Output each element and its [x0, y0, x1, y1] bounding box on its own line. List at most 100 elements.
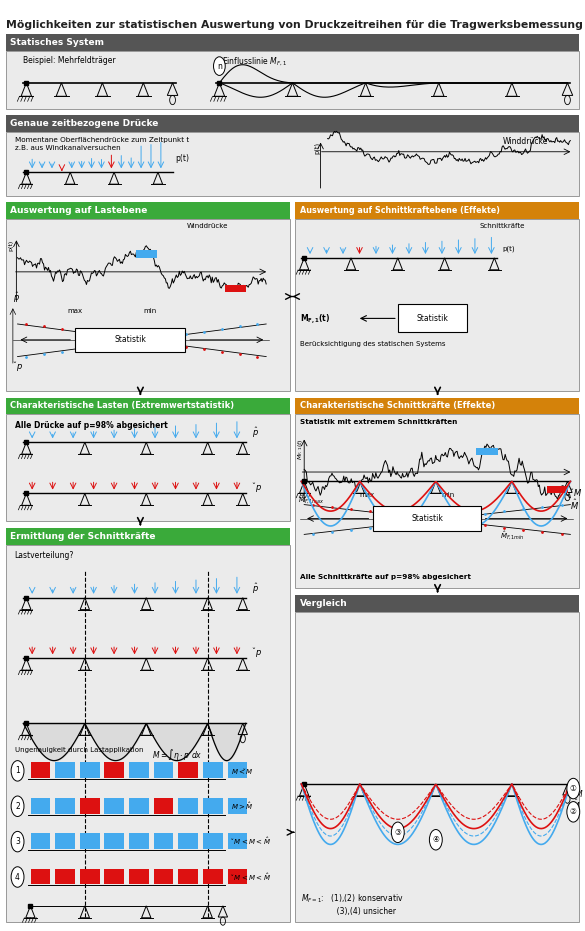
FancyBboxPatch shape	[55, 798, 75, 814]
FancyBboxPatch shape	[105, 762, 124, 778]
Text: Statistik mit extremem Schnittkräften: Statistik mit extremem Schnittkräften	[300, 419, 457, 425]
Text: $\check{M}$: $\check{M}$	[572, 788, 584, 799]
FancyBboxPatch shape	[75, 328, 185, 352]
FancyBboxPatch shape	[30, 798, 50, 814]
FancyBboxPatch shape	[30, 869, 50, 884]
FancyBboxPatch shape	[6, 528, 290, 545]
Text: Beispiel: Mehrfeldträger: Beispiel: Mehrfeldträger	[23, 56, 116, 65]
Text: ④: ④	[432, 835, 439, 844]
Text: Winddrücke: Winddrücke	[187, 223, 229, 229]
Text: $M=\int \eta\cdot p\ dx$: $M=\int \eta\cdot p\ dx$	[152, 747, 202, 762]
FancyBboxPatch shape	[129, 798, 149, 814]
Text: Einflusslinie $M_{F,1}$: Einflusslinie $M_{F,1}$	[222, 56, 287, 68]
Text: ③: ③	[394, 828, 401, 837]
FancyBboxPatch shape	[6, 398, 290, 414]
Text: $\hat{M}_{F\!,1max}$: $\hat{M}_{F\!,1max}$	[298, 493, 325, 506]
Text: $\hat{p}$: $\hat{p}$	[13, 290, 20, 305]
Text: Statistik: Statistik	[417, 314, 449, 323]
FancyBboxPatch shape	[6, 545, 290, 922]
FancyBboxPatch shape	[228, 762, 247, 778]
FancyBboxPatch shape	[295, 219, 579, 391]
FancyBboxPatch shape	[30, 762, 50, 778]
Text: Statistik: Statistik	[114, 335, 146, 344]
Text: Statistik: Statistik	[411, 514, 443, 523]
FancyBboxPatch shape	[295, 414, 579, 588]
Text: n: n	[217, 61, 222, 71]
Circle shape	[567, 778, 580, 799]
FancyBboxPatch shape	[80, 869, 99, 884]
Text: Statisches System: Statisches System	[10, 38, 104, 47]
FancyBboxPatch shape	[203, 833, 223, 849]
Text: min: min	[143, 308, 157, 314]
Text: Momentane Oberflächendrücke zum Zeitpunkt t
z.B. aus Windkanalversuchen: Momentane Oberflächendrücke zum Zeitpunk…	[15, 137, 189, 152]
FancyBboxPatch shape	[55, 833, 75, 849]
Circle shape	[391, 822, 404, 843]
FancyBboxPatch shape	[178, 762, 198, 778]
Text: $M_{F=1}$:   (1),(2) konservativ: $M_{F=1}$: (1),(2) konservativ	[301, 892, 404, 905]
FancyBboxPatch shape	[154, 869, 174, 884]
FancyBboxPatch shape	[476, 448, 497, 455]
Text: ①: ①	[570, 784, 577, 793]
FancyBboxPatch shape	[30, 833, 50, 849]
Text: $\check{p}$: $\check{p}$	[252, 479, 262, 494]
Text: Auswertung auf Lastebene: Auswertung auf Lastebene	[10, 206, 147, 215]
Text: $\hat{p}$: $\hat{p}$	[252, 581, 259, 596]
FancyBboxPatch shape	[178, 833, 198, 849]
Circle shape	[429, 830, 442, 850]
FancyBboxPatch shape	[6, 219, 290, 391]
FancyBboxPatch shape	[154, 798, 174, 814]
FancyBboxPatch shape	[228, 798, 247, 814]
FancyBboxPatch shape	[105, 869, 124, 884]
Text: $\mathbf{M_{F,1}(t)}$: $\mathbf{M_{F,1}(t)}$	[300, 312, 330, 326]
Text: p(t): p(t)	[9, 239, 14, 250]
FancyBboxPatch shape	[6, 414, 290, 521]
FancyBboxPatch shape	[295, 612, 579, 922]
FancyBboxPatch shape	[80, 798, 99, 814]
FancyBboxPatch shape	[228, 833, 247, 849]
FancyBboxPatch shape	[55, 869, 75, 884]
FancyBboxPatch shape	[398, 304, 467, 332]
Text: max: max	[67, 308, 82, 314]
Text: Auswertung auf Schnittkraftebene (Effekte): Auswertung auf Schnittkraftebene (Effekt…	[300, 206, 500, 215]
FancyBboxPatch shape	[105, 798, 124, 814]
Text: $\check{M}$: $\check{M}$	[570, 487, 583, 498]
Text: Berücksichtigung des statischen Systems: Berücksichtigung des statischen Systems	[300, 342, 445, 347]
Text: p(t): p(t)	[176, 154, 190, 163]
FancyBboxPatch shape	[154, 833, 174, 849]
FancyBboxPatch shape	[228, 869, 247, 884]
Text: $\check{M} < M < \hat{M}$: $\check{M} < M < \hat{M}$	[231, 836, 271, 847]
FancyBboxPatch shape	[295, 398, 579, 414]
Text: $\hat{M}_{F\!,1min}$: $\hat{M}_{F\!,1min}$	[500, 529, 525, 542]
FancyBboxPatch shape	[547, 486, 568, 493]
Text: 2: 2	[15, 802, 20, 811]
FancyBboxPatch shape	[129, 833, 149, 849]
FancyBboxPatch shape	[80, 833, 99, 849]
Circle shape	[214, 57, 225, 75]
FancyBboxPatch shape	[6, 202, 290, 219]
Text: Charakteristische Lasten (Extremwertstatistik): Charakteristische Lasten (Extremwertstat…	[10, 401, 234, 411]
Text: Schnittkräfte: Schnittkräfte	[480, 223, 525, 229]
Text: $\check{p}$: $\check{p}$	[252, 644, 262, 659]
Text: Alle Drücke auf p=98% abgesichert: Alle Drücke auf p=98% abgesichert	[15, 421, 167, 430]
Text: p(t): p(t)	[502, 246, 515, 251]
Text: Charakteristische Schnittkräfte (Effekte): Charakteristische Schnittkräfte (Effekte…	[300, 401, 495, 411]
Circle shape	[567, 802, 580, 822]
Text: Möglichkeiten zur statistischen Auswertung von Druckzeitreihen für die Tragwerks: Möglichkeiten zur statistischen Auswertu…	[6, 20, 583, 31]
Text: $\check{M} < M < \hat{M}$: $\check{M} < M < \hat{M}$	[231, 871, 271, 883]
FancyBboxPatch shape	[225, 285, 246, 292]
Text: Alle Schnittkräfte auf p=98% abgesichert: Alle Schnittkräfte auf p=98% abgesichert	[300, 574, 470, 580]
FancyBboxPatch shape	[6, 115, 579, 132]
Text: (3),(4) unsicher: (3),(4) unsicher	[301, 907, 396, 916]
FancyBboxPatch shape	[203, 762, 223, 778]
Text: $M > \hat{M}$: $M > \hat{M}$	[231, 801, 253, 812]
FancyBboxPatch shape	[129, 762, 149, 778]
Text: Ermittlung der Schnittkräfte: Ermittlung der Schnittkräfte	[10, 532, 156, 541]
FancyBboxPatch shape	[203, 798, 223, 814]
FancyBboxPatch shape	[178, 798, 198, 814]
FancyBboxPatch shape	[129, 869, 149, 884]
Text: Ungenauigkeit durch Lastapplikation: Ungenauigkeit durch Lastapplikation	[15, 747, 143, 752]
Circle shape	[11, 761, 24, 781]
Text: Winddrücke: Winddrücke	[503, 137, 549, 146]
FancyBboxPatch shape	[154, 762, 174, 778]
Text: $M < \check{M}$: $M < \check{M}$	[231, 766, 253, 776]
